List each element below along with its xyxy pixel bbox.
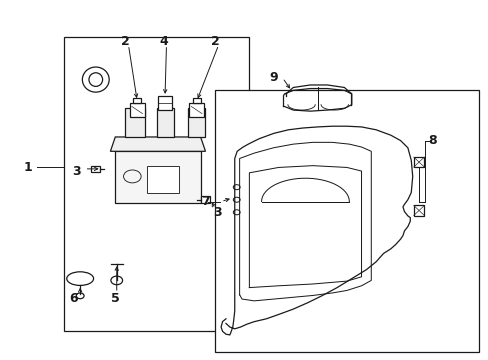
- Text: 9: 9: [269, 71, 278, 84]
- Text: 3: 3: [213, 206, 222, 219]
- Ellipse shape: [67, 272, 93, 285]
- Text: 4: 4: [160, 35, 168, 49]
- Bar: [130, 103, 144, 117]
- Bar: [133, 98, 141, 103]
- Bar: [192, 98, 200, 103]
- Polygon shape: [157, 108, 173, 137]
- Bar: [215, 90, 478, 352]
- Ellipse shape: [89, 73, 102, 86]
- Bar: [201, 197, 209, 203]
- Text: 6: 6: [69, 292, 78, 305]
- Bar: [158, 96, 171, 110]
- Bar: [64, 37, 249, 330]
- Polygon shape: [125, 108, 144, 137]
- Bar: [91, 166, 100, 172]
- Text: 3: 3: [72, 165, 81, 177]
- Polygon shape: [110, 137, 205, 151]
- Bar: [413, 206, 424, 216]
- Bar: [147, 166, 178, 193]
- Bar: [413, 157, 424, 167]
- Polygon shape: [188, 108, 205, 137]
- Ellipse shape: [82, 67, 109, 92]
- Text: 1: 1: [23, 161, 32, 174]
- Polygon shape: [115, 151, 200, 203]
- Text: 7: 7: [201, 195, 209, 208]
- Bar: [189, 103, 203, 117]
- Text: 2: 2: [210, 35, 219, 49]
- Text: 8: 8: [427, 134, 436, 147]
- Text: 5: 5: [111, 292, 120, 305]
- Text: 2: 2: [121, 35, 129, 49]
